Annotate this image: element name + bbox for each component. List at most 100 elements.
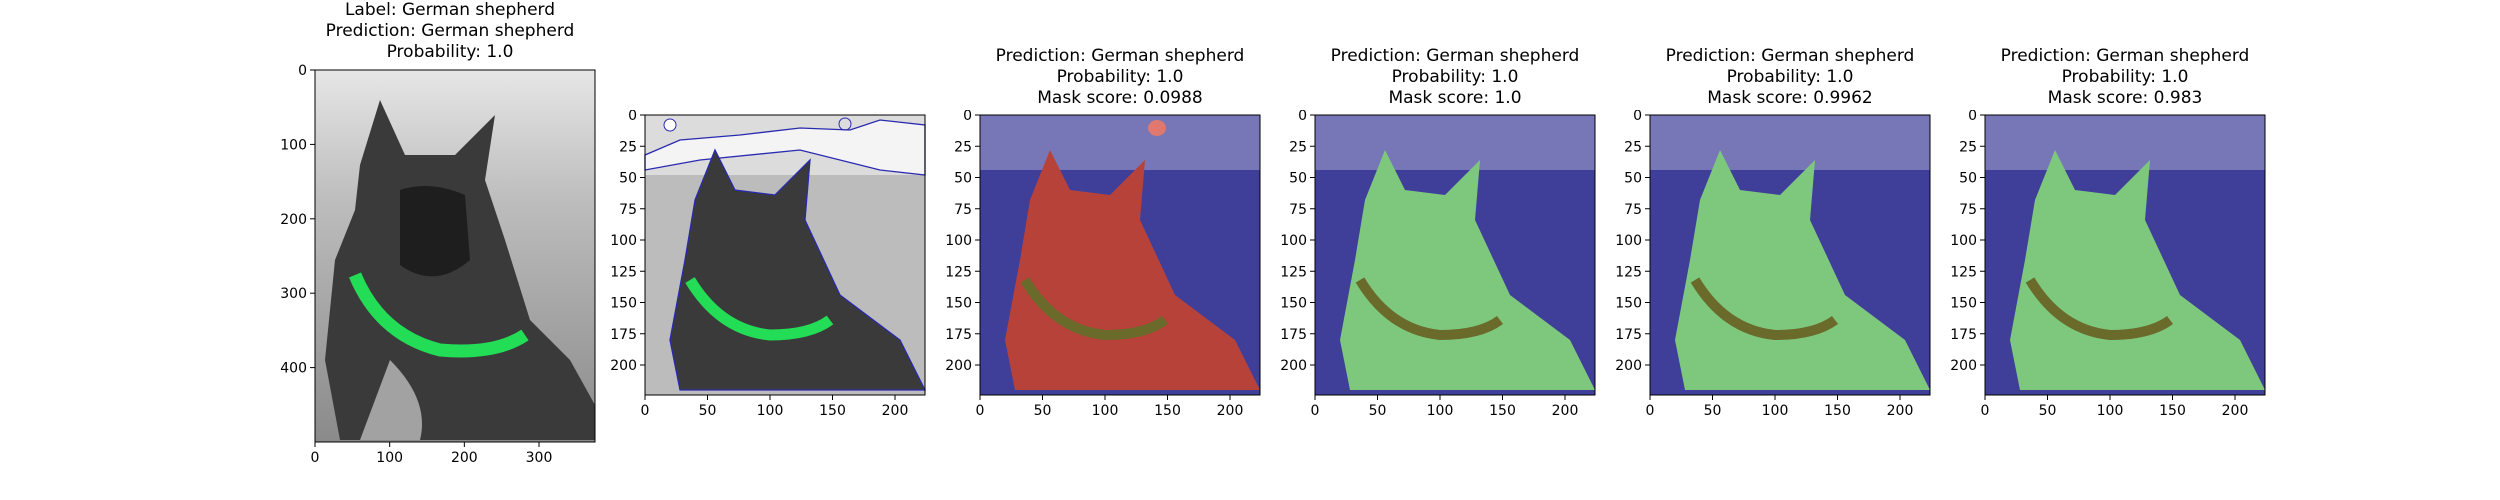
title-mask-score-line: Mask score: 1.0 [1388, 88, 1522, 108]
y-axis-original: 0 100 200 300 400 [280, 63, 315, 377]
title-mask-score-line: Mask score: 0.983 [2047, 88, 2203, 108]
x-tick-label: 100 [1762, 403, 1789, 419]
y-tick-label: 150 [1950, 296, 1977, 312]
y-tick-label: 400 [280, 361, 307, 377]
y-axis-segments: 0 25 50 75 100 125 150 175 200 [610, 110, 645, 374]
y-tick-label: 200 [1280, 358, 1307, 374]
title-probability-line: Probability: 1.0 [2061, 67, 2189, 87]
y-tick-label: 200 [280, 212, 307, 228]
x-axis-original: 0 100 200 300 [311, 442, 553, 466]
y-tick-label: 175 [1615, 327, 1642, 343]
y-tick-label: 150 [1280, 296, 1307, 312]
y-tick-label: 50 [1289, 171, 1307, 187]
x-tick-label: 0 [641, 403, 650, 419]
panel-mask1: 0 50 100 150 200 0 25 50 75 100 125 150 175 200 [945, 110, 1261, 419]
y-tick-label: 50 [954, 171, 972, 187]
y-tick-label: 175 [1280, 327, 1307, 343]
x-axis-mask3: 0 50 100 150 200 [1646, 395, 1914, 419]
image-mask4 [1985, 115, 2265, 395]
x-tick-label: 100 [1092, 403, 1119, 419]
x-axis-mask1: 0 50 100 150 200 [976, 395, 1244, 419]
y-tick-label: 125 [945, 264, 972, 280]
y-tick-label: 100 [1280, 233, 1307, 249]
x-tick-label: 50 [2039, 403, 2057, 419]
title-probability-line: Probability: 1.0 [1391, 67, 1519, 87]
x-tick-label: 50 [1369, 403, 1387, 419]
y-tick-label: 100 [280, 137, 307, 153]
x-tick-label: 150 [1824, 403, 1851, 419]
x-tick-label: 100 [1427, 403, 1454, 419]
title-prediction-line: Prediction: German shepherd [2000, 46, 2250, 66]
x-tick-label: 50 [1704, 403, 1722, 419]
title-probability-line: Probability: 1.0 [1056, 67, 1184, 87]
y-tick-label: 50 [1959, 171, 1977, 187]
x-tick-label: 0 [1981, 403, 1990, 419]
y-axis-mask2: 0 25 50 75 100 125 150 175 200 [1280, 110, 1315, 374]
y-tick-label: 125 [1280, 264, 1307, 280]
panel-original: 0 100 200 300 0 100 200 300 400 [280, 63, 596, 466]
x-tick-label: 50 [1034, 403, 1052, 419]
y-tick-label: 100 [610, 233, 637, 249]
y-tick-label: 200 [1615, 358, 1642, 374]
x-tick-label: 200 [1887, 403, 1914, 419]
title-prediction-line: Prediction: German shepherd [1665, 46, 1915, 66]
image-mask1 [980, 115, 1260, 395]
panel-segments: 0 50 100 150 200 0 25 50 75 100 125 150 175 200 [610, 110, 927, 419]
x-tick-label: 150 [1154, 403, 1181, 419]
y-tick-label: 25 [1289, 139, 1307, 155]
title-prediction-line: Prediction: German shepherd [995, 46, 1245, 66]
image-mask2 [1315, 115, 1595, 395]
y-tick-label: 175 [610, 327, 637, 343]
panel-title-original: Label: German shepherd Prediction: Germa… [300, 0, 600, 63]
y-tick-label: 75 [1624, 202, 1642, 218]
y-tick-label: 300 [280, 286, 307, 302]
panel-title-mask4: Prediction: German shepherd Probability:… [1965, 46, 2285, 109]
y-tick-label: 0 [1968, 110, 1977, 124]
y-tick-label: 75 [954, 202, 972, 218]
image-mask3 [1650, 115, 1930, 395]
panel-title-mask2: Prediction: German shepherd Probability:… [1295, 46, 1615, 109]
panel-mask2: 0 50 100 150 200 0 25 50 75 100 125 150 175 200 [1280, 110, 1596, 419]
y-tick-label: 75 [1959, 202, 1977, 218]
y-tick-label: 100 [1950, 233, 1977, 249]
x-tick-label: 0 [1311, 403, 1320, 419]
x-tick-label: 200 [451, 450, 478, 466]
y-tick-label: 0 [298, 63, 307, 79]
y-tick-label: 125 [610, 264, 637, 280]
x-tick-label: 150 [2159, 403, 2186, 419]
y-axis-mask3: 0 25 50 75 100 125 150 175 200 [1615, 110, 1650, 374]
y-tick-label: 0 [963, 110, 972, 124]
y-axis-mask1: 0 25 50 75 100 125 150 175 200 [945, 110, 980, 374]
y-tick-label: 0 [1298, 110, 1307, 124]
y-tick-label: 150 [945, 296, 972, 312]
y-tick-label: 150 [610, 296, 637, 312]
y-tick-label: 175 [945, 327, 972, 343]
x-tick-label: 0 [311, 450, 320, 466]
x-axis-mask4: 0 50 100 150 200 [1981, 395, 2248, 419]
y-tick-label: 200 [1950, 358, 1977, 374]
x-axis-segments: 0 50 100 150 200 [641, 395, 909, 419]
x-tick-label: 200 [1217, 403, 1244, 419]
x-tick-label: 300 [526, 450, 553, 466]
title-prediction-line: Prediction: German shepherd [325, 21, 575, 41]
x-tick-label: 150 [1489, 403, 1516, 419]
y-tick-label: 125 [1615, 264, 1642, 280]
panel-mask3: 0 50 100 150 200 0 25 50 75 100 125 150 175 200 [1615, 110, 1931, 419]
y-axis-mask4: 0 25 50 75 100 125 150 175 200 [1950, 110, 1985, 374]
y-tick-label: 0 [628, 110, 637, 124]
x-tick-label: 0 [976, 403, 985, 419]
y-tick-label: 175 [1950, 327, 1977, 343]
panel-title-mask3: Prediction: German shepherd Probability:… [1630, 46, 1950, 109]
x-tick-label: 200 [882, 403, 909, 419]
panel-title-mask1: Prediction: German shepherd Probability:… [960, 46, 1280, 109]
x-tick-label: 200 [1552, 403, 1579, 419]
y-tick-label: 50 [619, 171, 637, 187]
y-tick-label: 75 [619, 202, 637, 218]
title-probability-line: Probability: 1.0 [1726, 67, 1854, 87]
title-probability-line: Probability: 1.0 [386, 42, 514, 62]
x-tick-label: 0 [1646, 403, 1655, 419]
image-original [315, 70, 595, 442]
y-tick-label: 25 [954, 139, 972, 155]
x-axis-mask2: 0 50 100 150 200 [1311, 395, 1579, 419]
image-segments [644, 115, 927, 395]
